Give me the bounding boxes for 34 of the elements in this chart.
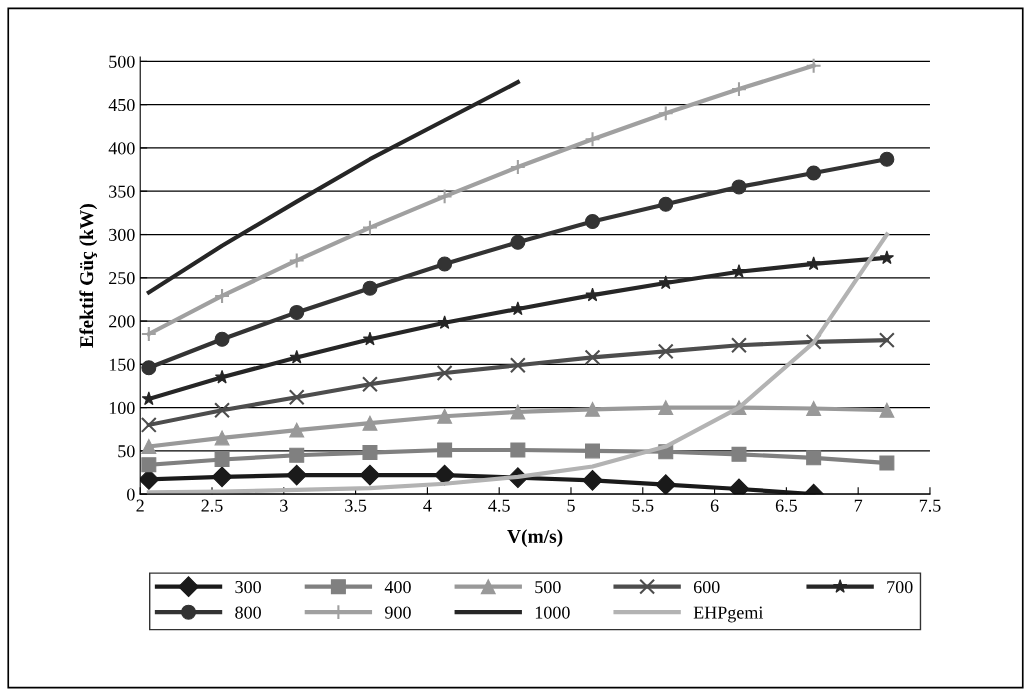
y-tick-label: 400 bbox=[108, 142, 135, 155]
x-tick-label: 7 bbox=[854, 499, 863, 512]
x-tick-label: 2.5 bbox=[201, 499, 223, 512]
y-tick-label: 0 bbox=[127, 488, 135, 501]
y-tick-label: 200 bbox=[109, 315, 135, 328]
x-tick-label: 3 bbox=[280, 499, 288, 512]
y-tick-label: 150 bbox=[109, 358, 135, 371]
legend-label: 300 bbox=[235, 580, 261, 594]
y-tick-label: 450 bbox=[108, 98, 135, 112]
x-tick-label: 2 bbox=[136, 499, 144, 512]
legend-label: 800 bbox=[235, 606, 261, 619]
legend-label: 600 bbox=[693, 580, 720, 594]
x-axis-title: V(m/s) bbox=[507, 529, 563, 547]
legend-label: 400 bbox=[384, 580, 411, 594]
y-tick-label: 350 bbox=[109, 185, 135, 198]
x-tick-label: 6 bbox=[710, 499, 719, 512]
y-tick-label: 500 bbox=[109, 55, 135, 68]
y-tick-label: 300 bbox=[109, 228, 135, 241]
x-tick-label: 3.5 bbox=[345, 499, 367, 512]
legend-label: 500 bbox=[535, 580, 561, 594]
x-tick-label: 5.5 bbox=[632, 499, 654, 512]
x-tick-label: 4.5 bbox=[488, 499, 510, 512]
legend-label: 900 bbox=[385, 606, 411, 619]
legend-label: 700 bbox=[887, 580, 913, 594]
x-tick-label: 6.5 bbox=[775, 499, 797, 512]
legend-label: 1000 bbox=[535, 606, 570, 619]
y-tick-label: 50 bbox=[118, 445, 135, 458]
x-tick-label: 5 bbox=[567, 499, 575, 512]
legend-label: EHPgemi bbox=[693, 606, 764, 623]
y-tick-label: 100 bbox=[109, 401, 135, 415]
x-tick-label: 7.5 bbox=[919, 499, 941, 512]
y-tick-label: 250 bbox=[109, 272, 135, 285]
y-axis-title: Efektif Güç (kW) bbox=[79, 204, 98, 348]
x-tick-label: 4 bbox=[423, 499, 432, 512]
